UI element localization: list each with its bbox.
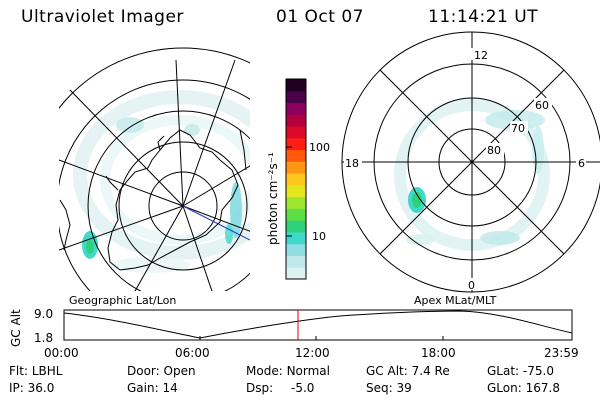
colorbar-band [286,220,306,233]
geo-grid [59,47,250,291]
gc-alt-value: 7.4 Re [411,364,450,378]
colorbar-band [286,255,306,268]
info-gc-alt: GC Alt: 7.4 Re [366,364,450,378]
colorbar-band [286,102,306,115]
mlat-label-80: 80 [487,144,501,157]
info-dsp: Dsp: -5.0 [246,381,314,395]
seq-label: Seq: [366,381,393,395]
polar-map: 12 6 0 18 60 70 80 [341,31,600,293]
mode-label: Mode: [246,364,283,378]
mlat-label-60: 60 [535,99,549,112]
colorbar-band [286,161,306,174]
info-mode: Mode: Normal [246,364,330,378]
colorbar-unit-label: photon cm⁻²s⁻¹ [266,152,280,245]
altitude-plot: GC Alt 9.0 1.8 00:00 06:00 12:00 18:00 2… [9,307,579,360]
apex-panel-label: Apex MLat/MLT [414,294,497,307]
colorbar-band [286,173,306,186]
info-flt: Flt: LBHL [9,364,62,378]
aurora-oval-geo [73,90,250,273]
altitude-ylabel: GC Alt [9,309,23,347]
altitude-curve [63,310,573,339]
ip-label: IP: [9,381,24,395]
x-tick-2359: 23:59 [544,346,579,360]
gc-alt-label: GC Alt: [366,364,408,378]
x-tick-0600: 06:00 [175,346,210,360]
date-label: 01 Oct 07 [276,7,364,27]
colorbar-tick-10: 10 [312,230,326,243]
colorbar-band [286,243,306,256]
glat-label: GLat: [487,364,520,378]
colorbar-band [286,196,306,209]
glat-value: -75.0 [522,364,554,378]
gain-value: 14 [162,381,178,395]
x-tick-1200: 12:00 [295,346,330,360]
mlt-label-12: 12 [474,49,488,62]
info-seq: Seq: 39 [366,381,412,395]
altitude-ytick-top: 9.0 [34,307,53,321]
colorbar-band [286,231,306,245]
dsp-label: Dsp: [246,381,274,395]
x-tick-1800: 18:00 [421,346,456,360]
glon-label: GLon: [487,381,522,395]
glon-value: 167.8 [525,381,560,395]
info-glon: GLon: 167.8 [487,381,560,395]
colorbar-band [286,90,306,104]
mode-value: Normal [286,364,330,378]
door-value: Open [163,364,196,378]
info-ip: IP: 36.0 [9,381,54,395]
time-label: 11:14:21 UT [428,7,539,27]
mlt-label-6: 6 [578,157,585,170]
gain-label: Gain: [127,381,159,395]
colorbar-band [286,137,306,151]
ip-value: 36.0 [27,381,55,395]
colorbar-band [286,149,306,162]
seq-value: 39 [396,381,412,395]
info-door: Door: Open [127,364,196,378]
mlat-label-70: 70 [511,122,525,135]
colorbar [286,79,306,280]
colorbar-band [286,114,306,127]
colorbar-band [286,208,306,221]
flt-label: Flt: [9,364,28,378]
x-tick-0000: 00:00 [44,346,79,360]
colorbar-band [286,126,306,139]
geographic-panel-label: Geographic Lat/Lon [69,294,176,307]
coastline [105,129,239,271]
instrument-title: Ultraviolet Imager [21,7,184,27]
colorbar-band [286,79,306,92]
info-gain: Gain: 14 [127,381,178,395]
info-glat: GLat: -75.0 [487,364,554,378]
door-label: Door: [127,364,160,378]
colorbar-tick-100: 100 [309,141,330,154]
colorbar-band [286,184,306,198]
dsp-value: -5.0 [290,381,315,395]
colorbar-band [286,267,306,280]
flt-value: LBHL [31,364,63,378]
mlt-label-0: 0 [468,279,475,292]
altitude-ytick-bottom: 1.8 [34,331,53,345]
mlt-label-18: 18 [345,157,359,170]
